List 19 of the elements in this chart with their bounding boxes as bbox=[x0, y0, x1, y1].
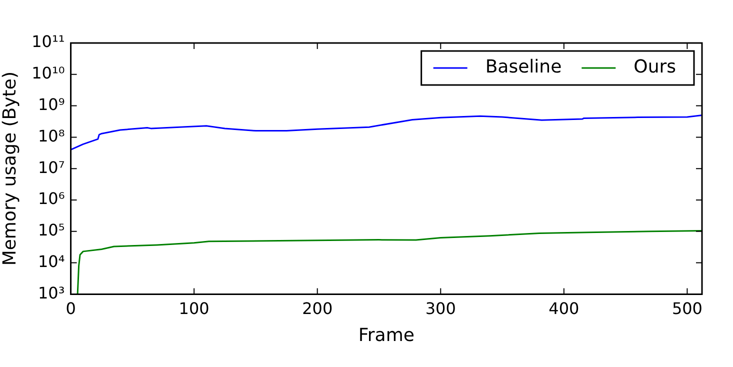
x-tick-label: 500 bbox=[672, 298, 702, 318]
x-tick-label: 400 bbox=[548, 298, 580, 318]
y-tick-label: 10¹¹ bbox=[32, 32, 65, 52]
x-axis-title: Frame bbox=[358, 324, 414, 346]
y-tick-label: 10⁷ bbox=[38, 158, 65, 177]
y-tick-label: 10³ bbox=[38, 283, 65, 302]
y-tick-label: 10⁸ bbox=[38, 126, 65, 146]
y-tick-label: 10⁵ bbox=[38, 220, 65, 240]
x-tick-label: 200 bbox=[302, 298, 333, 318]
y-tick-label: 10¹⁰ bbox=[32, 64, 65, 83]
x-tick-label: 300 bbox=[425, 298, 456, 318]
y-tick-label: 10⁶ bbox=[38, 189, 65, 208]
x-tick-label: 0 bbox=[66, 298, 76, 318]
legend-label: Ours bbox=[634, 56, 676, 78]
y-axis-title: Memory usage (Byte) bbox=[0, 72, 20, 266]
y-tick-label: 10⁹ bbox=[38, 94, 65, 114]
legend-label: Baseline bbox=[485, 56, 562, 78]
y-tick-label: 10⁴ bbox=[38, 252, 65, 271]
x-tick-label: 100 bbox=[178, 298, 210, 318]
